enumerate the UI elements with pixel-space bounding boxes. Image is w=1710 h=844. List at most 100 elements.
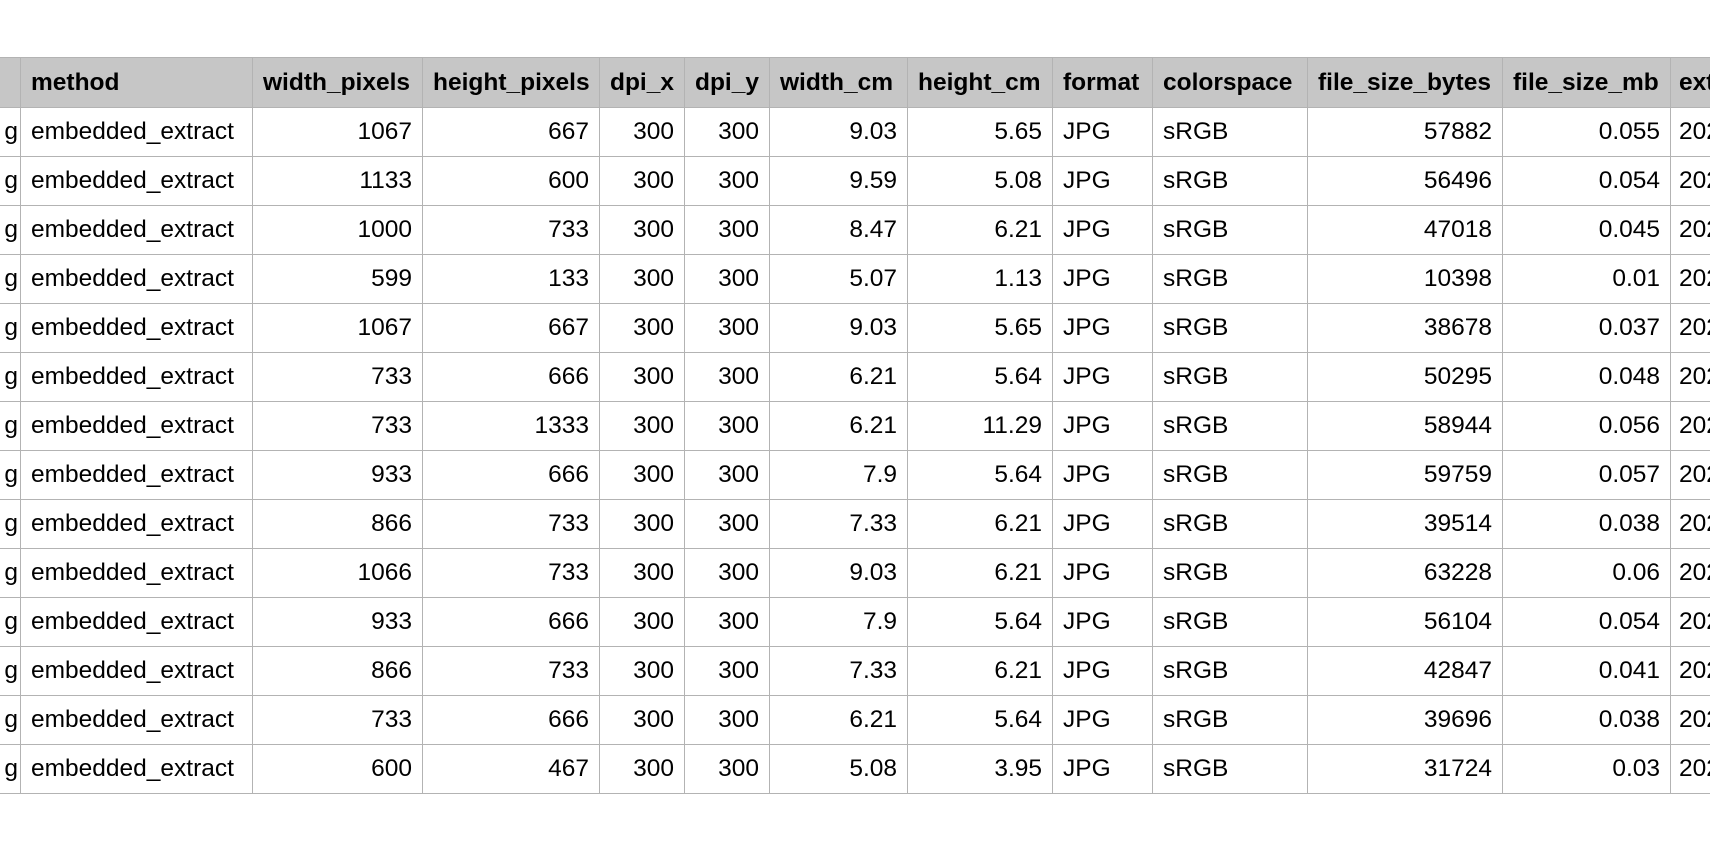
cell-width-pixels[interactable]: 933 xyxy=(252,597,423,647)
cell-method[interactable]: embedded_extract xyxy=(20,744,253,794)
cell-height-cm[interactable]: 3.95 xyxy=(907,744,1053,794)
cell-dpi-x[interactable]: 300 xyxy=(599,401,685,451)
cell-width-cm[interactable]: 5.07 xyxy=(769,254,908,304)
cell-file-size-bytes[interactable]: 31724 xyxy=(1307,744,1503,794)
cell-file-size-bytes[interactable]: 59759 xyxy=(1307,450,1503,500)
cell-height-cm[interactable]: 5.08 xyxy=(907,156,1053,206)
cell-ext[interactable]: 202 xyxy=(1670,352,1710,402)
cell-width-pixels[interactable]: 733 xyxy=(252,401,423,451)
cell-file-size-mb[interactable]: 0.038 xyxy=(1502,499,1671,549)
cell-dpi-x[interactable]: 300 xyxy=(599,254,685,304)
cell-format[interactable]: JPG xyxy=(1052,352,1153,402)
cell-method[interactable]: embedded_extract xyxy=(20,695,253,745)
column-header-height-pixels[interactable]: height_pixels xyxy=(422,57,600,108)
cell-ext[interactable]: 202 xyxy=(1670,744,1710,794)
cell-height-pixels[interactable]: 666 xyxy=(422,695,600,745)
cell-dpi-x[interactable]: 300 xyxy=(599,205,685,255)
cell-format[interactable]: JPG xyxy=(1052,548,1153,598)
cell-method[interactable]: embedded_extract xyxy=(20,646,253,696)
cell-width-cm[interactable]: 8.47 xyxy=(769,205,908,255)
cell-dpi-y[interactable]: 300 xyxy=(684,303,770,353)
cell-height-pixels[interactable]: 600 xyxy=(422,156,600,206)
cell-height-pixels[interactable]: 667 xyxy=(422,107,600,157)
cell-dpi-y[interactable]: 300 xyxy=(684,548,770,598)
cell-width-cm[interactable]: 9.59 xyxy=(769,156,908,206)
cell-height-pixels[interactable]: 666 xyxy=(422,450,600,500)
cell-file-size-bytes[interactable]: 38678 xyxy=(1307,303,1503,353)
cell-height-cm[interactable]: 5.65 xyxy=(907,303,1053,353)
cell-format[interactable]: JPG xyxy=(1052,156,1153,206)
cell-dpi-y[interactable]: 300 xyxy=(684,205,770,255)
cell-format[interactable]: JPG xyxy=(1052,744,1153,794)
cell-clipped[interactable]: g xyxy=(0,450,21,500)
cell-clipped[interactable]: g xyxy=(0,303,21,353)
cell-width-cm[interactable]: 7.9 xyxy=(769,597,908,647)
cell-file-size-bytes[interactable]: 57882 xyxy=(1307,107,1503,157)
cell-width-cm[interactable]: 9.03 xyxy=(769,548,908,598)
cell-file-size-bytes[interactable]: 47018 xyxy=(1307,205,1503,255)
cell-width-pixels[interactable]: 733 xyxy=(252,352,423,402)
cell-width-pixels[interactable]: 733 xyxy=(252,695,423,745)
column-header-dpi-x[interactable]: dpi_x xyxy=(599,57,685,108)
cell-width-cm[interactable]: 5.08 xyxy=(769,744,908,794)
column-header-file-size-mb[interactable]: file_size_mb xyxy=(1502,57,1671,108)
cell-colorspace[interactable]: sRGB xyxy=(1152,401,1308,451)
cell-format[interactable]: JPG xyxy=(1052,695,1153,745)
cell-width-pixels[interactable]: 866 xyxy=(252,499,423,549)
cell-clipped[interactable]: g xyxy=(0,646,21,696)
cell-file-size-bytes[interactable]: 39514 xyxy=(1307,499,1503,549)
cell-dpi-y[interactable]: 300 xyxy=(684,401,770,451)
cell-colorspace[interactable]: sRGB xyxy=(1152,695,1308,745)
cell-height-pixels[interactable]: 733 xyxy=(422,548,600,598)
cell-dpi-x[interactable]: 300 xyxy=(599,107,685,157)
cell-dpi-y[interactable]: 300 xyxy=(684,156,770,206)
column-header-dpi-y[interactable]: dpi_y xyxy=(684,57,770,108)
cell-file-size-bytes[interactable]: 39696 xyxy=(1307,695,1503,745)
cell-colorspace[interactable]: sRGB xyxy=(1152,597,1308,647)
cell-file-size-mb[interactable]: 0.057 xyxy=(1502,450,1671,500)
cell-ext[interactable]: 202 xyxy=(1670,401,1710,451)
cell-width-pixels[interactable]: 1000 xyxy=(252,205,423,255)
cell-height-cm[interactable]: 6.21 xyxy=(907,548,1053,598)
cell-colorspace[interactable]: sRGB xyxy=(1152,744,1308,794)
cell-ext[interactable]: 202 xyxy=(1670,254,1710,304)
cell-width-pixels[interactable]: 600 xyxy=(252,744,423,794)
cell-width-cm[interactable]: 9.03 xyxy=(769,303,908,353)
cell-method[interactable]: embedded_extract xyxy=(20,156,253,206)
cell-height-pixels[interactable]: 666 xyxy=(422,352,600,402)
cell-height-pixels[interactable]: 666 xyxy=(422,597,600,647)
cell-ext[interactable]: 202 xyxy=(1670,646,1710,696)
cell-format[interactable]: JPG xyxy=(1052,401,1153,451)
cell-file-size-bytes[interactable]: 58944 xyxy=(1307,401,1503,451)
cell-colorspace[interactable]: sRGB xyxy=(1152,205,1308,255)
cell-height-cm[interactable]: 6.21 xyxy=(907,646,1053,696)
cell-height-pixels[interactable]: 733 xyxy=(422,646,600,696)
cell-format[interactable]: JPG xyxy=(1052,303,1153,353)
cell-clipped[interactable]: g xyxy=(0,548,21,598)
cell-ext[interactable]: 202 xyxy=(1670,548,1710,598)
cell-width-cm[interactable]: 7.33 xyxy=(769,646,908,696)
cell-width-cm[interactable]: 6.21 xyxy=(769,695,908,745)
cell-method[interactable]: embedded_extract xyxy=(20,499,253,549)
cell-method[interactable]: embedded_extract xyxy=(20,303,253,353)
cell-file-size-mb[interactable]: 0.054 xyxy=(1502,597,1671,647)
cell-file-size-mb[interactable]: 0.06 xyxy=(1502,548,1671,598)
cell-dpi-y[interactable]: 300 xyxy=(684,695,770,745)
cell-height-cm[interactable]: 6.21 xyxy=(907,499,1053,549)
cell-method[interactable]: embedded_extract xyxy=(20,597,253,647)
cell-height-pixels[interactable]: 733 xyxy=(422,205,600,255)
cell-dpi-x[interactable]: 300 xyxy=(599,156,685,206)
cell-colorspace[interactable]: sRGB xyxy=(1152,646,1308,696)
cell-file-size-mb[interactable]: 0.041 xyxy=(1502,646,1671,696)
cell-method[interactable]: embedded_extract xyxy=(20,205,253,255)
cell-method[interactable]: embedded_extract xyxy=(20,450,253,500)
cell-dpi-x[interactable]: 300 xyxy=(599,303,685,353)
cell-format[interactable]: JPG xyxy=(1052,205,1153,255)
cell-clipped[interactable]: g xyxy=(0,107,21,157)
cell-file-size-bytes[interactable]: 63228 xyxy=(1307,548,1503,598)
cell-clipped[interactable]: g xyxy=(0,744,21,794)
cell-width-cm[interactable]: 9.03 xyxy=(769,107,908,157)
cell-colorspace[interactable]: sRGB xyxy=(1152,499,1308,549)
cell-width-cm[interactable]: 6.21 xyxy=(769,352,908,402)
cell-dpi-y[interactable]: 300 xyxy=(684,597,770,647)
